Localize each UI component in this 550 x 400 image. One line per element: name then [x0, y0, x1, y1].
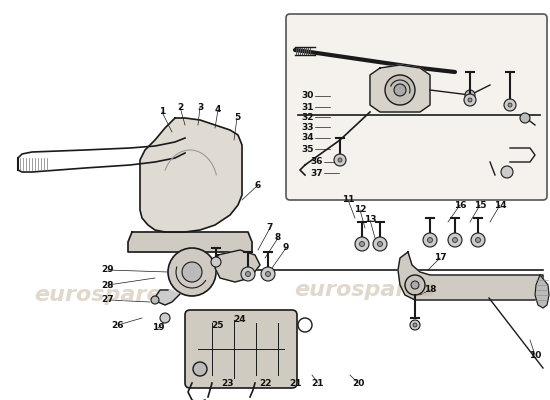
Circle shape: [334, 154, 346, 166]
Circle shape: [394, 84, 406, 96]
Circle shape: [520, 113, 530, 123]
Circle shape: [468, 98, 472, 102]
Circle shape: [423, 233, 437, 247]
Text: 1: 1: [159, 108, 165, 116]
Circle shape: [245, 272, 250, 276]
Circle shape: [241, 267, 255, 281]
Text: 7: 7: [267, 224, 273, 232]
Text: 21: 21: [289, 378, 301, 388]
Text: 27: 27: [102, 296, 114, 304]
Polygon shape: [156, 290, 180, 305]
Polygon shape: [535, 275, 549, 308]
Circle shape: [355, 237, 369, 251]
Text: 29: 29: [102, 266, 114, 274]
Polygon shape: [140, 118, 242, 232]
Text: 31: 31: [302, 102, 314, 112]
Circle shape: [211, 257, 221, 267]
Circle shape: [373, 237, 387, 251]
Text: 23: 23: [222, 378, 234, 388]
Text: 37: 37: [311, 168, 323, 178]
Text: 28: 28: [102, 280, 114, 290]
Text: 11: 11: [342, 196, 354, 204]
Polygon shape: [398, 252, 543, 300]
Polygon shape: [215, 250, 260, 282]
Text: 25: 25: [212, 320, 224, 330]
Circle shape: [338, 158, 342, 162]
Circle shape: [377, 242, 382, 246]
Circle shape: [405, 275, 425, 295]
Circle shape: [411, 281, 419, 289]
Text: 4: 4: [215, 106, 221, 114]
Text: 14: 14: [494, 200, 507, 210]
Circle shape: [360, 242, 365, 246]
Circle shape: [193, 362, 207, 376]
Text: 5: 5: [234, 114, 240, 122]
Circle shape: [151, 296, 159, 304]
Circle shape: [182, 262, 202, 282]
FancyBboxPatch shape: [286, 14, 547, 200]
Circle shape: [413, 323, 417, 327]
Circle shape: [504, 99, 516, 111]
Text: 9: 9: [283, 244, 289, 252]
FancyBboxPatch shape: [185, 310, 297, 388]
Circle shape: [160, 313, 170, 323]
Text: eurospares: eurospares: [295, 280, 436, 300]
Circle shape: [501, 166, 513, 178]
Text: 24: 24: [234, 316, 246, 324]
Text: 13: 13: [364, 216, 376, 224]
Text: 2: 2: [177, 102, 183, 112]
Text: 26: 26: [112, 320, 124, 330]
Text: 20: 20: [352, 378, 364, 388]
Circle shape: [464, 94, 476, 106]
Polygon shape: [128, 232, 252, 252]
Text: 19: 19: [152, 324, 164, 332]
Text: 32: 32: [302, 112, 314, 122]
Text: 35: 35: [302, 144, 314, 154]
Text: 17: 17: [434, 254, 446, 262]
Text: 18: 18: [424, 286, 436, 294]
Text: 36: 36: [311, 158, 323, 166]
Text: 34: 34: [302, 134, 314, 142]
Text: 3: 3: [197, 102, 203, 112]
Polygon shape: [370, 65, 430, 112]
Text: 33: 33: [302, 122, 314, 132]
Circle shape: [261, 267, 275, 281]
Circle shape: [476, 238, 481, 242]
Text: 21: 21: [312, 378, 324, 388]
Text: eurospares: eurospares: [35, 285, 175, 305]
Text: 16: 16: [454, 200, 466, 210]
Circle shape: [453, 238, 458, 242]
Text: 10: 10: [529, 350, 541, 360]
Text: 6: 6: [255, 180, 261, 190]
Circle shape: [465, 90, 475, 100]
Circle shape: [385, 75, 415, 105]
Circle shape: [427, 238, 432, 242]
Text: 30: 30: [302, 92, 314, 100]
Text: 22: 22: [258, 378, 271, 388]
Circle shape: [168, 248, 216, 296]
Text: 12: 12: [354, 206, 366, 214]
Text: 8: 8: [275, 234, 281, 242]
Circle shape: [508, 103, 512, 107]
Circle shape: [471, 233, 485, 247]
Circle shape: [410, 320, 420, 330]
Circle shape: [448, 233, 462, 247]
Text: 15: 15: [474, 200, 486, 210]
Circle shape: [266, 272, 271, 276]
